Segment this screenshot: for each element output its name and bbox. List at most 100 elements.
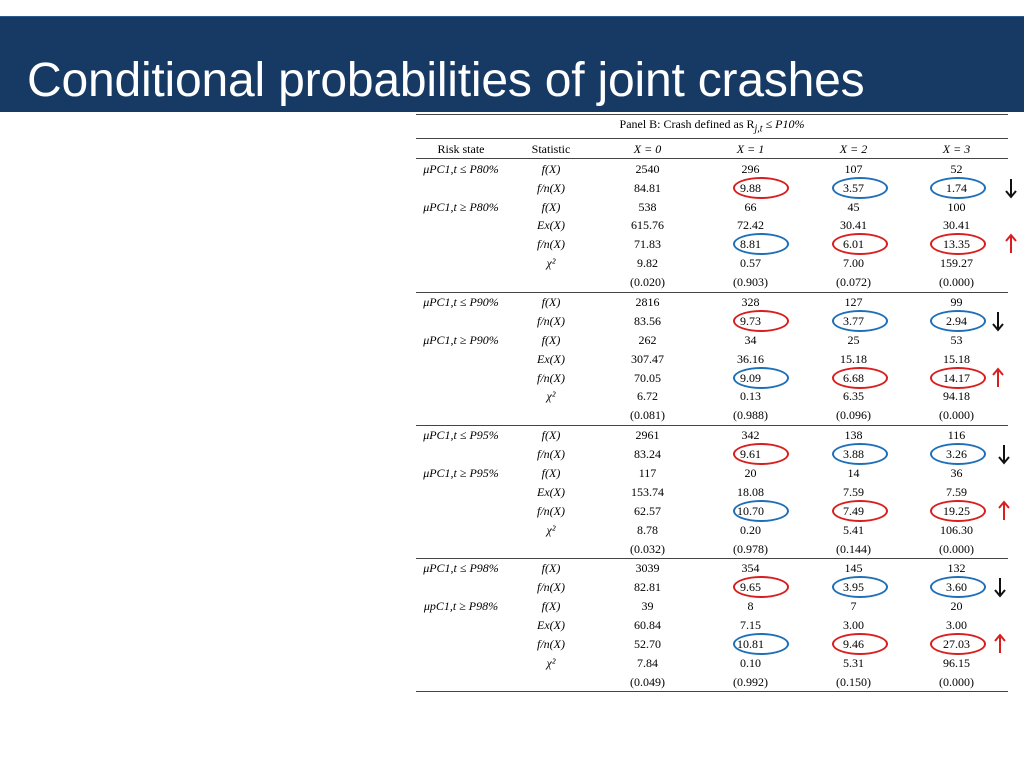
- table-row: μpC1,t ≥ P98% f(X) 39 8 7 20: [416, 597, 1008, 616]
- highlight-ellipse: [832, 309, 888, 332]
- cell-v0: 153.74: [631, 484, 664, 499]
- cell-risk: μPC1,t ≥ P95%: [423, 465, 499, 480]
- table-body: μPC1,t ≤ P80% f(X) 2540 296 107 52 f/n(X) 84.81…: [416, 159, 1008, 693]
- highlight-ellipse: [733, 309, 789, 332]
- highlight-ellipse: [832, 443, 888, 466]
- cell-v0: 60.84: [634, 618, 661, 633]
- cell-v0: (0.020): [596, 272, 699, 293]
- cell-v0: 3039: [635, 561, 660, 576]
- cell-v1: 0.20: [740, 522, 761, 537]
- cell-risk: [416, 311, 506, 330]
- cell-v2: 127: [844, 294, 863, 309]
- cell-v3: 132: [947, 561, 966, 576]
- table-row: (0.049) (0.992) (0.150) (0.000): [416, 672, 1008, 693]
- cell-v2: (0.072): [802, 272, 905, 293]
- table-row: f/n(X) 83.56 9.73 3.77 2.94: [416, 311, 1008, 330]
- cell-v2: 14: [847, 465, 860, 480]
- cell-risk: [416, 635, 506, 654]
- cell-stat: χ²: [546, 655, 556, 670]
- header-x3: X = 3: [905, 138, 1008, 160]
- highlight-ellipse: [733, 499, 789, 522]
- cell-v3: 99: [950, 294, 963, 309]
- cell-risk: μPC1,t ≤ P95%: [423, 428, 499, 443]
- cell-stat: f/n(X): [537, 636, 565, 651]
- cell-v2: 7.00: [843, 256, 864, 271]
- cell-v1: 66: [744, 199, 757, 214]
- cell-v3: 53: [950, 332, 963, 347]
- cell-v0: 538: [638, 199, 657, 214]
- cell-risk: [416, 578, 506, 597]
- cell-stat: f/n(X): [537, 580, 565, 595]
- cell-risk: [416, 235, 506, 254]
- cell-stat: χ²: [546, 256, 556, 271]
- cell-v3: (0.000): [905, 672, 1008, 693]
- cell-stat: f/n(X): [537, 447, 565, 462]
- table-row: Ex(X) 307.47 36.16 15.18 15.18: [416, 349, 1008, 368]
- highlight-ellipse: [733, 176, 789, 199]
- cell-v0: 2816: [635, 294, 660, 309]
- cell-stat: Ex(X): [537, 484, 565, 499]
- table-row: χ² 7.84 0.10 5.31 96.15: [416, 653, 1008, 672]
- cell-v1: 0.13: [740, 389, 761, 404]
- cell-risk: [416, 482, 506, 501]
- cell-v2: 5.31: [843, 655, 864, 670]
- cell-v0: 83.24: [634, 447, 661, 462]
- arrow-down-icon: [997, 443, 1011, 465]
- cell-risk: [416, 672, 506, 693]
- results-table: Panel B: Crash defined as Rj,t ≤ P10% Ri…: [416, 114, 1008, 693]
- cell-v1: 328: [741, 294, 760, 309]
- table-row: μPC1,t ≥ P90% f(X) 262 34 25 53: [416, 330, 1008, 349]
- cell-stat: f(X): [541, 428, 561, 443]
- cell-risk: μPC1,t ≥ P90%: [423, 332, 499, 347]
- table-row: (0.032) (0.978) (0.144) (0.000): [416, 539, 1008, 559]
- cell-stat: f/n(X): [537, 180, 565, 195]
- cell-v1: 34: [744, 332, 757, 347]
- highlight-ellipse: [733, 632, 789, 655]
- cell-risk: [416, 520, 506, 539]
- cell-risk: [416, 254, 506, 273]
- highlight-ellipse: [733, 576, 789, 599]
- cell-v2: 30.41: [840, 218, 867, 233]
- cell-risk: [416, 368, 506, 387]
- table-row: χ² 8.78 0.20 5.41 106.30: [416, 520, 1008, 539]
- cell-stat: f(X): [541, 561, 561, 576]
- cell-v1: (0.978): [699, 539, 802, 559]
- highlight-ellipse: [930, 176, 986, 199]
- table-row: f/n(X) 83.24 9.61 3.88 3.26: [416, 445, 1008, 464]
- cell-v2: 7: [850, 599, 857, 614]
- cell-v1: 0.57: [740, 256, 761, 271]
- cell-v0: 615.76: [631, 218, 664, 233]
- highlight-ellipse: [930, 443, 986, 466]
- cell-risk: [416, 349, 506, 368]
- arrow-up-icon: [991, 366, 1005, 389]
- highlight-ellipse: [832, 632, 888, 655]
- table-row: χ² 6.72 0.13 6.35 94.18: [416, 387, 1008, 406]
- cell-v3: 52: [950, 161, 963, 176]
- cell-v3: 100: [947, 199, 966, 214]
- highlight-ellipse: [930, 233, 986, 256]
- cell-risk: [416, 272, 506, 293]
- cell-risk: μPC1,t ≥ P80%: [423, 199, 499, 214]
- highlight-ellipse: [930, 366, 986, 389]
- cell-v1: 72.42: [737, 218, 764, 233]
- highlight-ellipse: [733, 233, 789, 256]
- cell-stat: f(X): [541, 294, 561, 309]
- cell-v1: 7.15: [740, 618, 761, 633]
- cell-v1: 36.16: [737, 351, 764, 366]
- cell-v1: 8: [747, 599, 754, 614]
- table-row: f/n(X) 84.81 9.88 3.57 1.74: [416, 178, 1008, 197]
- cell-v1: 18.08: [737, 484, 764, 499]
- table-row: μPC1,t ≥ P80% f(X) 538 66 45 100: [416, 197, 1008, 216]
- highlight-ellipse: [930, 632, 986, 655]
- cell-v2: 25: [847, 332, 860, 347]
- cell-v0: 52.70: [634, 636, 661, 651]
- cell-stat: Ex(X): [537, 351, 565, 366]
- cell-risk: μpC1,t ≥ P98%: [423, 599, 499, 614]
- highlight-ellipse: [733, 443, 789, 466]
- header-x0: X = 0: [596, 138, 699, 160]
- cell-risk: μPC1,t ≤ P90%: [423, 294, 499, 309]
- highlight-ellipse: [832, 499, 888, 522]
- cell-v0: 84.81: [634, 180, 661, 195]
- cell-v1: (0.903): [699, 272, 802, 293]
- cell-v2: 5.41: [843, 522, 864, 537]
